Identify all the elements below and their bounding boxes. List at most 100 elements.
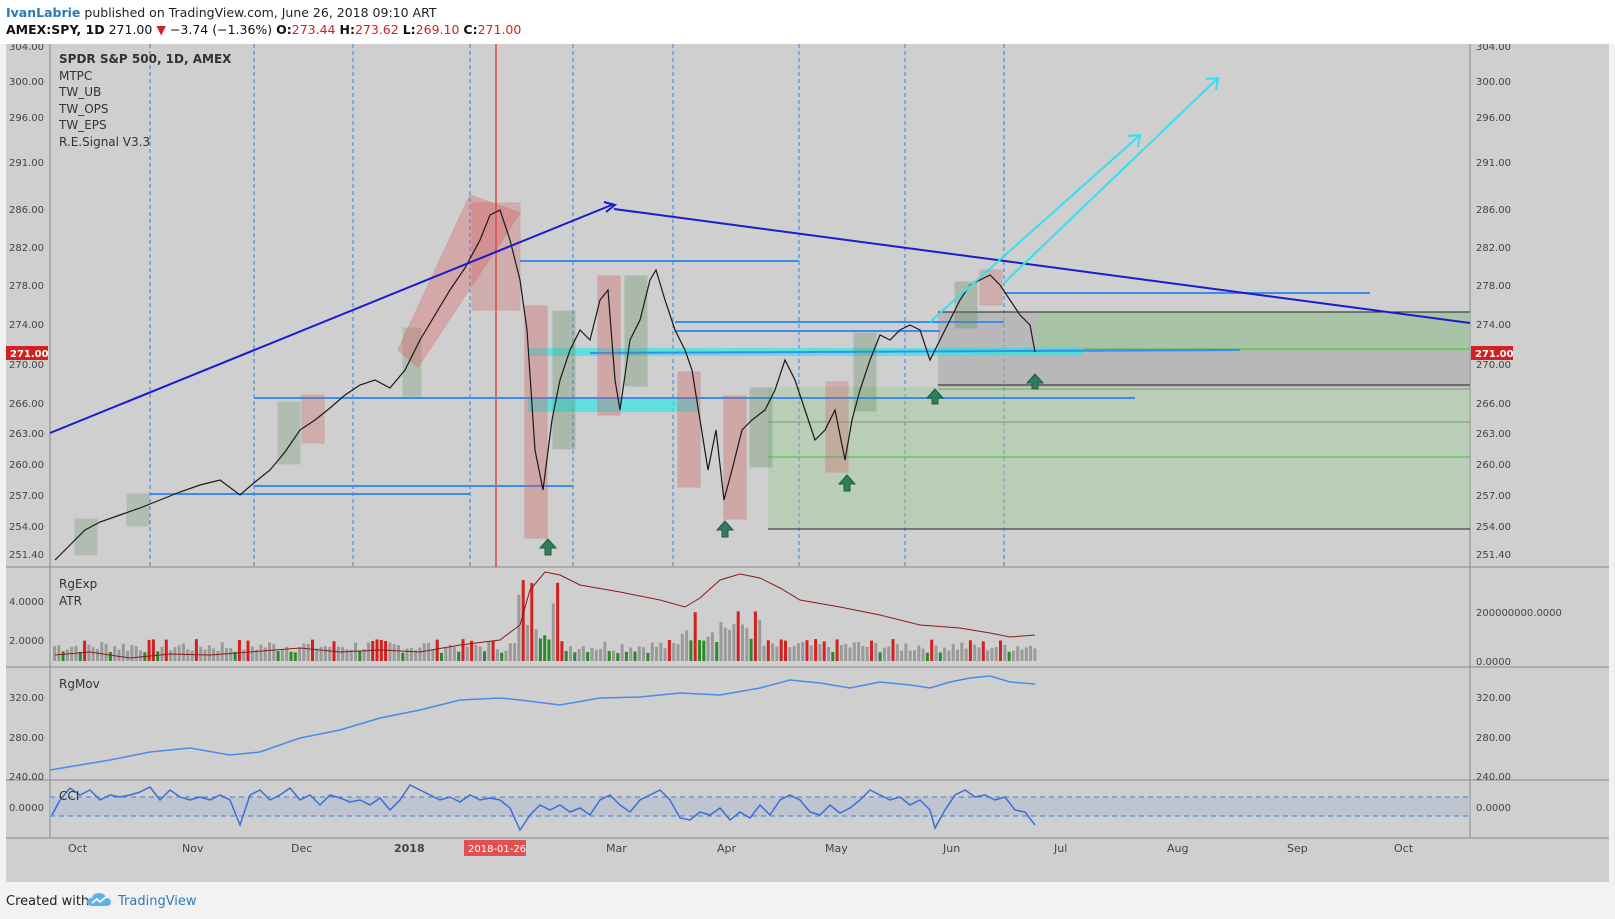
legend-line: TW_OPS — [58, 102, 109, 116]
arrowhead-icon — [1205, 76, 1220, 91]
volume-bar — [917, 645, 921, 661]
volume-bar — [345, 649, 349, 661]
legend-line: TW_EPS — [58, 118, 107, 132]
volume-bar — [796, 643, 800, 661]
symbol-label[interactable]: AMEX:SPY, 1D — [6, 22, 105, 37]
volume-bar — [384, 641, 388, 661]
svg-text:251.40: 251.40 — [1476, 550, 1511, 561]
volume-bar — [328, 646, 332, 661]
tradingview-link[interactable]: TradingView — [118, 894, 197, 909]
volume-bar — [723, 627, 727, 661]
volume-bar — [409, 648, 413, 661]
falling-trend-line[interactable] — [613, 208, 1471, 324]
volume-bar — [861, 646, 865, 661]
cci-band-lines — [50, 796, 1470, 817]
svg-text:257.00: 257.00 — [9, 491, 44, 502]
projection-arrow[interactable] — [1003, 77, 1219, 284]
volume-bar — [139, 650, 142, 661]
volume-bar — [745, 628, 749, 661]
volume-bar — [852, 642, 856, 661]
low-label: L: — [402, 22, 416, 37]
svg-text:266.00: 266.00 — [1476, 399, 1511, 410]
level-lines[interactable] — [150, 260, 1370, 495]
chart-area[interactable]: SPDR S&P 500, 1D, AMEX MTPC TW_UB TW_OPS… — [6, 42, 1609, 882]
volume-bar — [237, 640, 241, 661]
svg-text:240.00: 240.00 — [9, 772, 44, 783]
zone-grid-lines — [768, 388, 1470, 423]
svg-text:Oct: Oct — [68, 842, 88, 855]
volume-bar — [650, 642, 654, 661]
volume-bar — [646, 652, 650, 661]
created-with-text: Created with — [6, 894, 90, 909]
volume-bar — [900, 650, 904, 661]
volume-bar — [53, 646, 56, 661]
open-label: O: — [276, 22, 292, 37]
volume-bar — [526, 624, 529, 661]
svg-text:251.40: 251.40 — [9, 550, 44, 561]
volume-bar — [422, 643, 426, 661]
volume-bar — [951, 643, 955, 661]
volume-bar — [164, 639, 168, 661]
volume-bar — [766, 640, 770, 661]
volume-bar — [57, 645, 61, 661]
volume-bar — [629, 647, 633, 661]
volume-bar — [108, 651, 112, 661]
chart-svg[interactable]: SPDR S&P 500, 1D, AMEX MTPC TW_UB TW_OPS… — [6, 42, 1609, 882]
svg-text:280.00: 280.00 — [9, 733, 44, 744]
volume-bar — [551, 603, 555, 661]
volume-bar — [667, 640, 671, 661]
svg-text:300.00: 300.00 — [1476, 77, 1511, 88]
author-link[interactable]: IvanLabrie — [6, 5, 81, 20]
volume-bar — [835, 639, 839, 661]
volume-bar — [427, 642, 431, 661]
volume-bar — [586, 652, 590, 661]
volume-bar — [594, 649, 598, 661]
volume-bar — [659, 642, 663, 661]
volume-bar — [121, 643, 125, 661]
svg-text:320.00: 320.00 — [1476, 693, 1511, 704]
volume-bar — [268, 642, 271, 661]
volume-bar — [83, 640, 87, 661]
volume-bar — [676, 644, 680, 661]
volume-bar — [964, 648, 968, 661]
svg-text:200000000.0000: 200000000.0000 — [1476, 608, 1562, 619]
cycle-lines — [149, 44, 1005, 567]
volume-bar — [362, 649, 366, 661]
volume-bar — [882, 647, 886, 661]
pane-label: ATR — [59, 594, 82, 608]
main-legend: SPDR S&P 500, 1D, AMEX MTPC TW_UB TW_OPS… — [58, 52, 232, 149]
price-axis-left: 304.00 300.00 296.00 291.00 286.00 282.0… — [9, 42, 44, 561]
volume-bar — [461, 639, 465, 661]
time-axis: Oct Nov Dec 2018 Mar Apr May Jun Jul Aug… — [68, 842, 1414, 855]
volume-bar — [117, 649, 121, 661]
legend-line: R.E.Signal V3.3 — [59, 135, 150, 149]
svg-text:304.00: 304.00 — [1476, 44, 1511, 53]
rising-trend-line[interactable] — [49, 203, 615, 434]
volume-bar — [1007, 651, 1011, 661]
svg-text:266.00: 266.00 — [9, 399, 44, 410]
volume-bar — [366, 642, 370, 661]
volume-bar — [732, 624, 736, 661]
volume-bar — [556, 582, 560, 661]
projection-arrow[interactable] — [929, 134, 1141, 323]
volume-bar — [418, 647, 422, 661]
volume-bar — [452, 646, 456, 661]
volume-bar — [242, 649, 246, 661]
volume-bar — [517, 594, 521, 661]
svg-text:260.00: 260.00 — [9, 460, 44, 471]
volume-bar — [246, 640, 250, 661]
volume-bar — [336, 646, 340, 661]
legend-line: SPDR S&P 500, 1D, AMEX — [59, 52, 232, 66]
low-value: 269.10 — [415, 22, 460, 37]
svg-text:291.00: 291.00 — [1476, 158, 1511, 169]
svg-text:320.00: 320.00 — [9, 693, 44, 704]
volume-bar — [199, 646, 203, 661]
volume-bar — [285, 646, 289, 661]
volume-bar — [186, 649, 190, 661]
volume-bar — [354, 642, 357, 661]
cci-axis: 0.0000 0.0000 — [9, 803, 1511, 814]
volume-bar — [220, 642, 224, 661]
volume-bar — [973, 644, 977, 661]
last-price-tag-right — [1471, 346, 1513, 360]
published-text: published on TradingView.com, June 26, 2… — [84, 5, 437, 20]
